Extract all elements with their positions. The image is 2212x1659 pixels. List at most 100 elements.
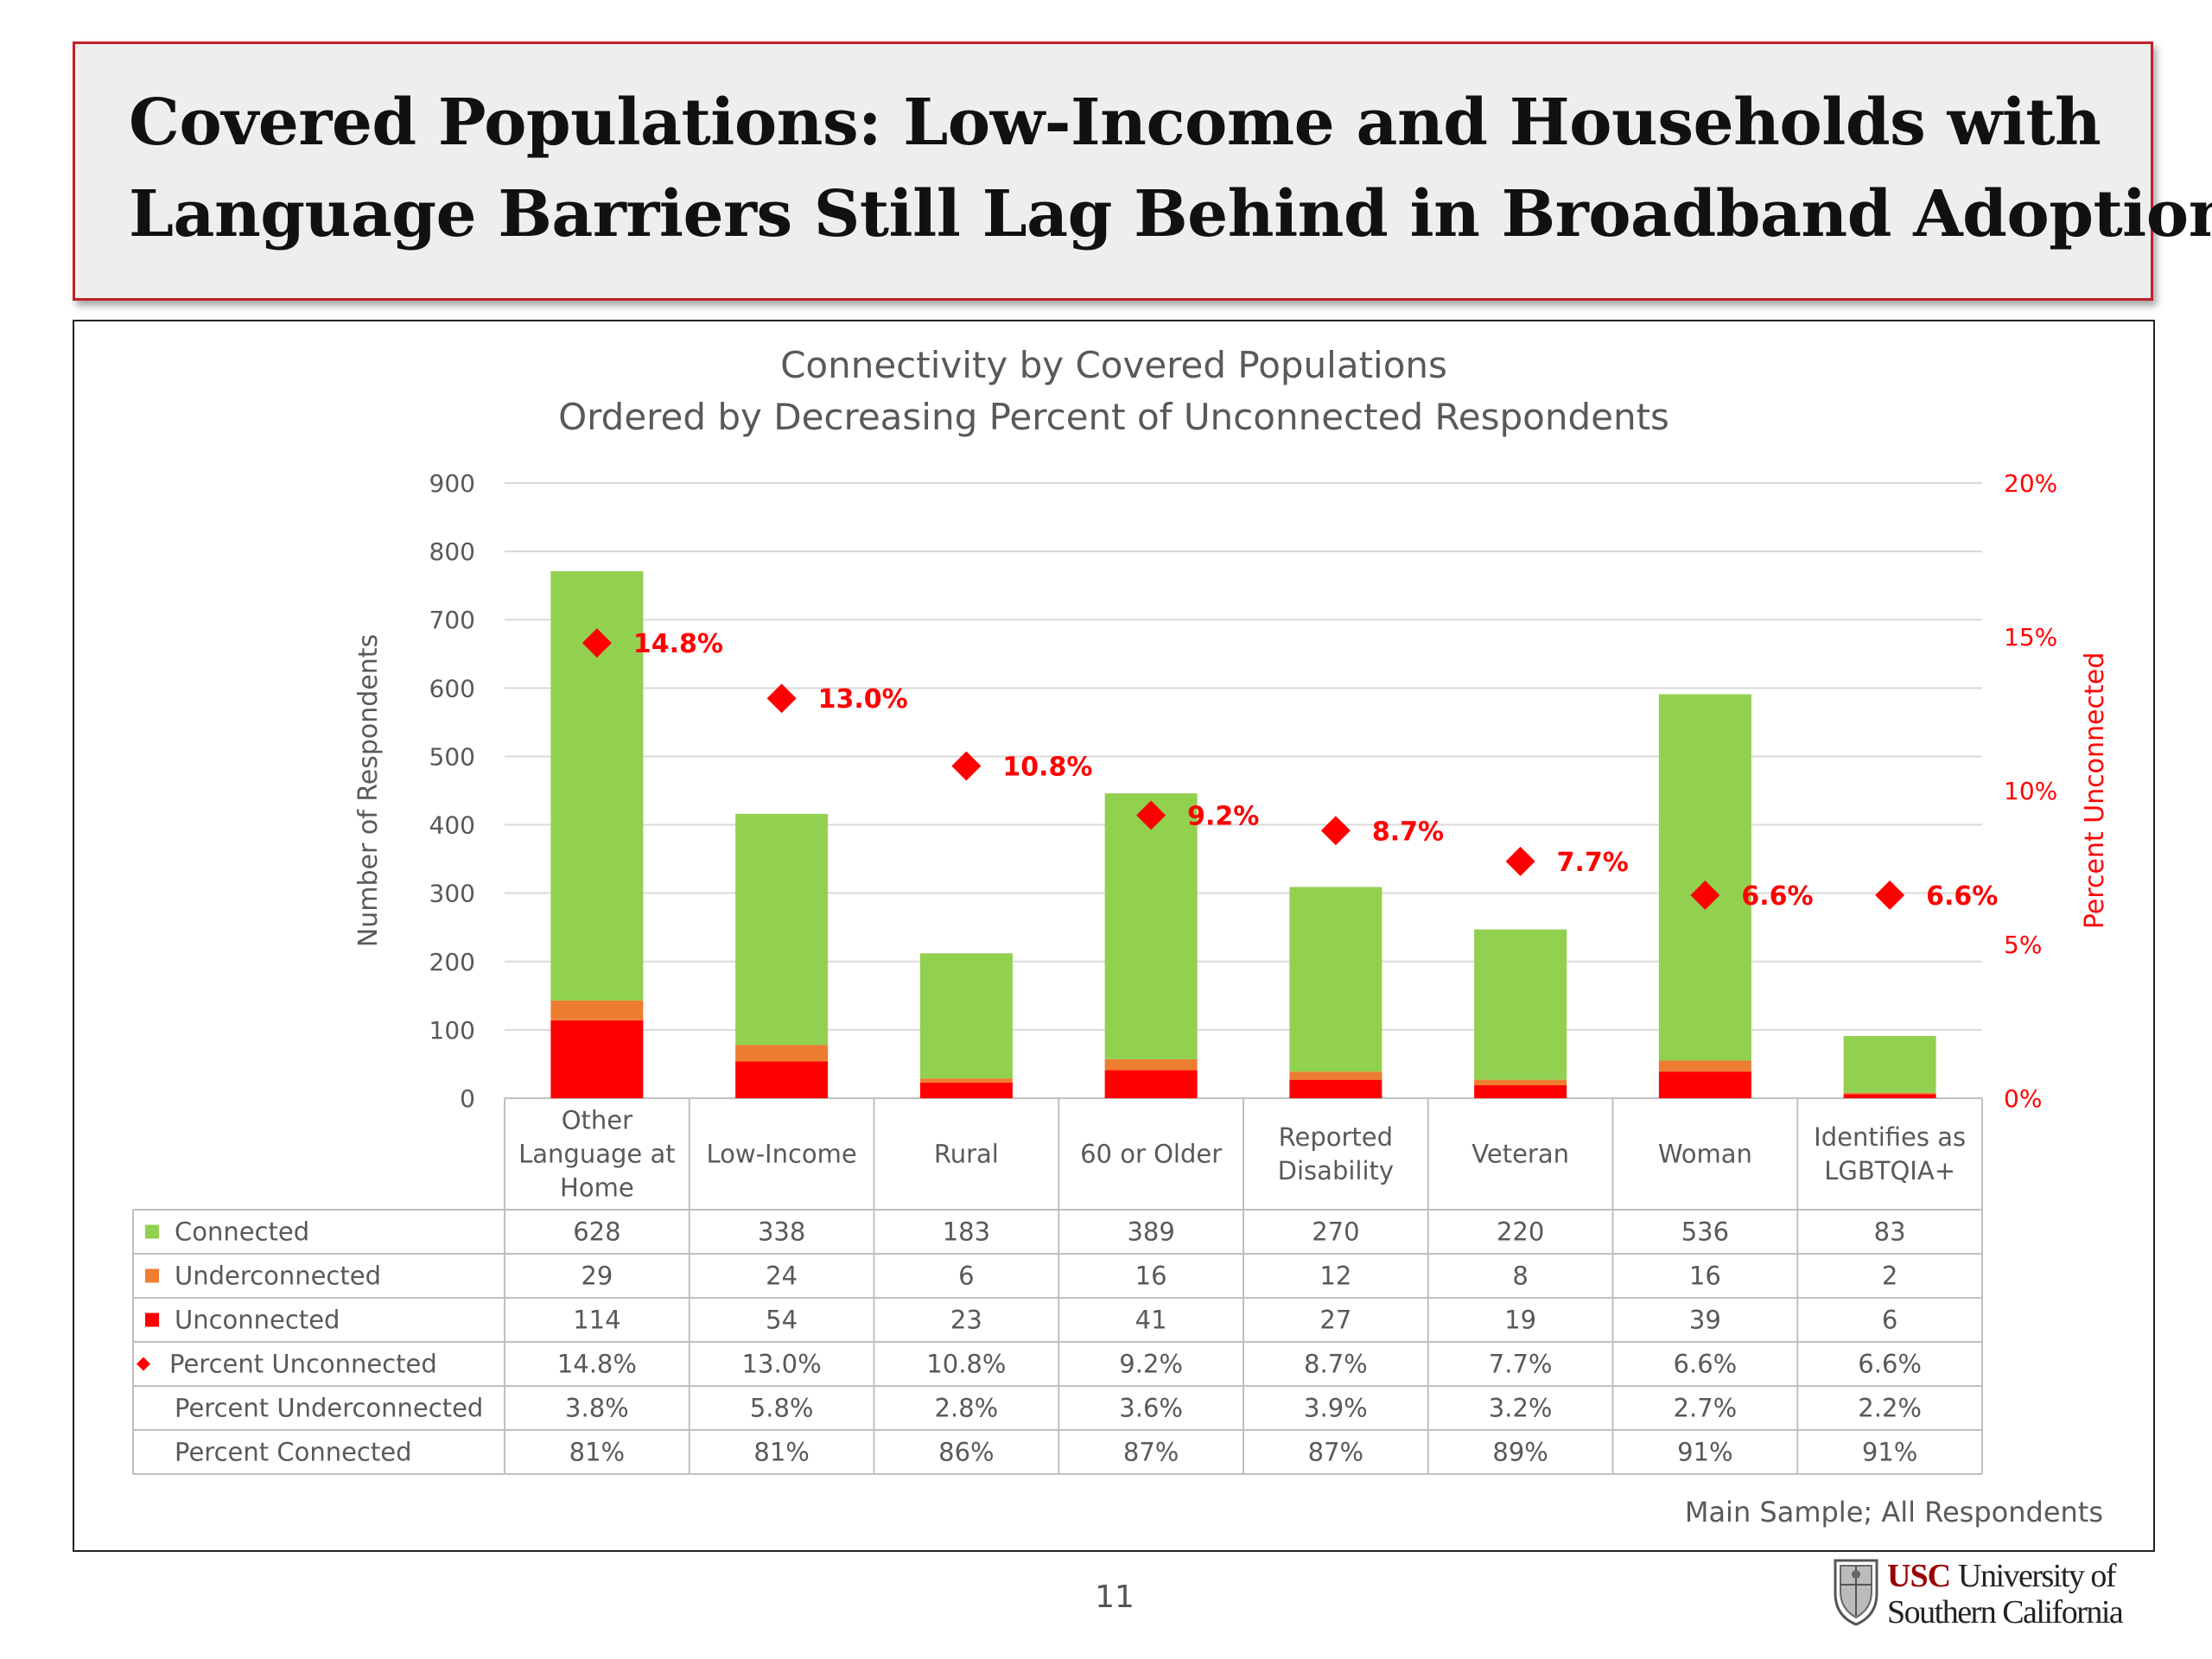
percent-unconnected-data-label: 8.7% [1372, 817, 1444, 847]
table-cell: 81% [753, 1438, 809, 1467]
percent-unconnected-data-label: 14.8% [633, 629, 723, 659]
percent-unconnected-marker [582, 628, 612, 658]
y-tick-label: 900 [429, 469, 475, 498]
logo-usc-text: USC [1887, 1558, 1951, 1594]
bar-connected [919, 953, 1013, 1079]
table-cell: 3.6% [1119, 1394, 1183, 1423]
category-label: Low-Income [706, 1140, 856, 1169]
legend-key-connected [145, 1224, 159, 1239]
table-cell: 270 [1312, 1217, 1359, 1247]
table-cell: 6.6% [1674, 1350, 1738, 1379]
bar-connected [1289, 887, 1382, 1072]
y-tick-label: 700 [429, 606, 475, 634]
percent-unconnected-marker [1690, 880, 1720, 911]
table-cell: 54 [766, 1306, 798, 1335]
bar-underconnected [1104, 1058, 1198, 1071]
bar-unconnected [1658, 1071, 1751, 1098]
y-tick-label: 400 [429, 811, 475, 840]
table-cell: 13.0% [742, 1350, 822, 1379]
table-cell: 12 [1319, 1262, 1351, 1291]
table-cell: 86% [938, 1438, 994, 1467]
y2-tick-label: 15% [2004, 623, 2057, 652]
y-tick-label: 200 [429, 948, 475, 976]
bar-unconnected [919, 1082, 1013, 1098]
table-cell: 6.6% [1858, 1350, 1922, 1379]
table-cell: 81% [569, 1438, 625, 1467]
table-cell: 83 [1874, 1217, 1906, 1247]
page-number: 11 [1095, 1580, 1135, 1615]
table-cell: 14.8% [557, 1350, 637, 1379]
percent-unconnected-marker [951, 751, 982, 781]
table-row-label: Percent Connected [175, 1438, 412, 1467]
percent-unconnected-data-label: 10.8% [1002, 753, 1092, 783]
category-label: Other [562, 1106, 632, 1135]
percent-unconnected-marker [1136, 800, 1166, 830]
table-cell: 41 [1135, 1306, 1167, 1335]
table-cell: 89% [1492, 1438, 1548, 1467]
bar-underconnected [919, 1078, 1013, 1083]
table-cell: 8 [1512, 1262, 1528, 1291]
slide-title-line-1: Covered Populations: Low-Income and Hous… [129, 86, 2101, 160]
table-row-label: Underconnected [175, 1262, 381, 1291]
y-tick-label: 800 [429, 537, 475, 566]
category-label: Veteran [1471, 1140, 1569, 1169]
table-cell: 3.2% [1489, 1394, 1553, 1423]
percent-unconnected-marker [766, 683, 797, 714]
table-cell: 9.2% [1119, 1350, 1183, 1379]
bar-unconnected [1289, 1079, 1382, 1098]
table-cell: 2.8% [935, 1394, 999, 1423]
chart-subtitle: Ordered by Decreasing Percent of Unconne… [558, 396, 1669, 438]
table-cell: 19 [1504, 1306, 1536, 1335]
y2-tick-label: 5% [2004, 931, 2042, 959]
table-cell: 87% [1308, 1438, 1363, 1467]
percent-unconnected-data-label: 6.6% [1741, 881, 1813, 912]
logo-southern-california-text: Southern California [1887, 1594, 2124, 1630]
table-cell: 10.8% [926, 1350, 1006, 1379]
category-label: Reported [1279, 1122, 1393, 1152]
table-cell: 8.7% [1304, 1350, 1368, 1379]
bar-connected [1843, 1036, 1936, 1093]
table-cell: 2 [1882, 1262, 1897, 1291]
category-label: 60 or Older [1080, 1140, 1222, 1169]
table-cell: 16 [1689, 1262, 1721, 1291]
bar-underconnected [550, 1000, 644, 1020]
y-tick-label: 600 [429, 674, 475, 702]
table-row-label: Unconnected [175, 1306, 340, 1335]
table-cell: 2.7% [1674, 1394, 1738, 1423]
table-row-label: Percent Unconnected [169, 1350, 437, 1379]
percent-unconnected-marker [1505, 846, 1535, 876]
bar-unconnected [550, 1020, 644, 1098]
category-label: Rural [934, 1140, 999, 1169]
table-cell: 114 [573, 1306, 620, 1335]
table-cell: 23 [950, 1306, 982, 1335]
table-cell: 7.7% [1489, 1350, 1553, 1379]
table-cell: 91% [1862, 1438, 1917, 1467]
table-cell: 628 [573, 1217, 620, 1247]
usc-logo: USC University of Southern California [1830, 1555, 2158, 1633]
table-cell: 24 [766, 1262, 798, 1291]
table-cell: 6 [958, 1262, 974, 1291]
table-cell: 16 [1135, 1262, 1167, 1291]
table-cell: 3.9% [1304, 1394, 1368, 1423]
table-cell: 5.8% [750, 1394, 814, 1423]
source-note: Main Sample; All Respondents [1685, 1496, 2103, 1529]
table-row-label: Percent Underconnected [175, 1394, 483, 1423]
percent-unconnected-data-label: 13.0% [818, 684, 908, 715]
legend-key-underconnected [145, 1268, 159, 1283]
percent-unconnected-data-label: 7.7% [1557, 848, 1629, 878]
category-label: Language at [518, 1140, 675, 1169]
bar-underconnected [735, 1045, 829, 1062]
percent-unconnected-marker [1320, 816, 1351, 846]
y-tick-label: 300 [429, 880, 475, 908]
table-cell: 29 [581, 1262, 613, 1291]
bar-underconnected [1843, 1092, 1936, 1095]
bar-connected [735, 813, 829, 1046]
percent-unconnected-data-label: 9.2% [1187, 801, 1259, 831]
bar-underconnected [1474, 1079, 1567, 1085]
legend-key-percent-unconnected [137, 1357, 150, 1371]
table-cell: 183 [943, 1217, 990, 1247]
bar-underconnected [1289, 1071, 1382, 1080]
logo-university-text: University of [1958, 1558, 2117, 1594]
bar-unconnected [1104, 1070, 1198, 1098]
table-cell: 6 [1882, 1306, 1897, 1335]
